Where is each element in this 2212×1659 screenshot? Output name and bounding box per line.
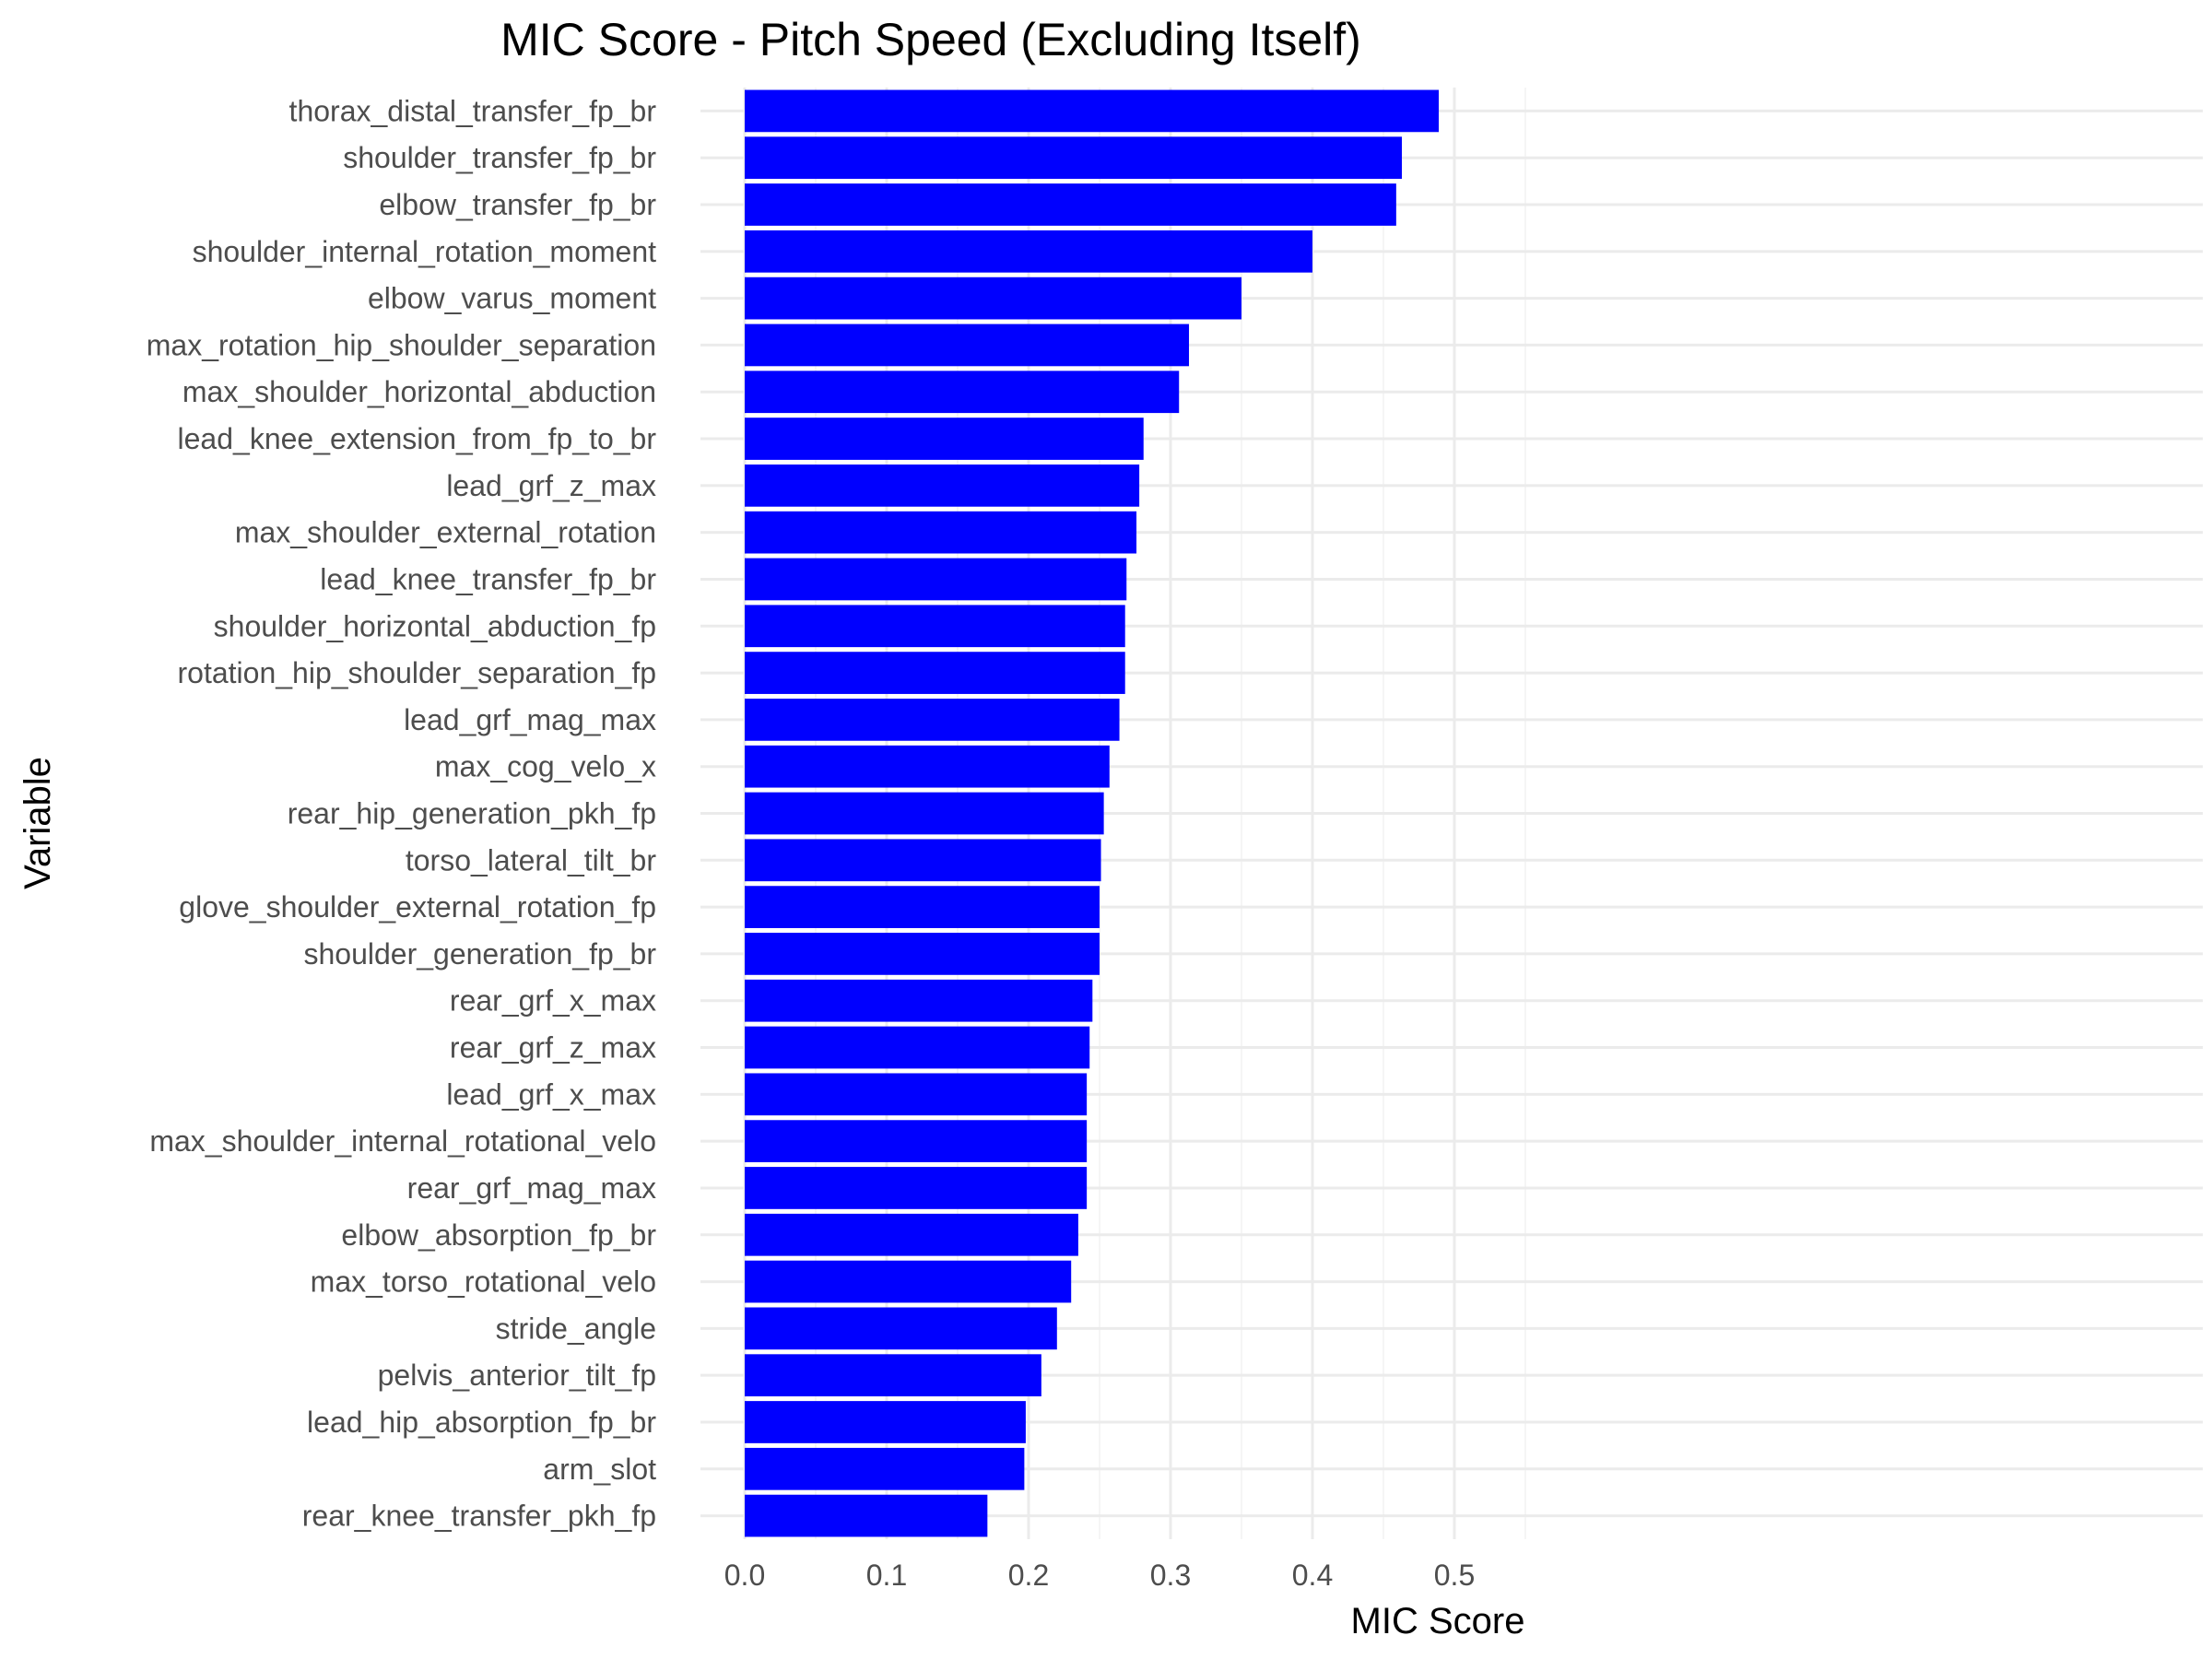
y-tick-label: pelvis_anterior_tilt_fp [378,1359,656,1392]
bar [745,89,1440,133]
y-tick-label: shoulder_generation_fp_br [303,937,656,971]
y-tick-label: rotation_hip_shoulder_separation_fp [178,656,657,689]
y-tick-label: lead_grf_mag_max [404,703,656,736]
x-tick-label: 0.2 [1008,1559,1049,1592]
bar [745,371,1180,414]
bar [745,558,1127,601]
bar [745,1073,1088,1116]
bar [745,1447,1025,1490]
bar [745,1120,1088,1163]
bar [745,136,1403,180]
y-tick-label: elbow_varus_moment [368,282,656,315]
bar [745,464,1140,507]
y-tick-label: elbow_absorption_fp_br [341,1218,656,1252]
bar [745,605,1125,648]
bar [745,1260,1072,1303]
bar [745,418,1144,460]
bar [745,1167,1088,1209]
y-tick-label: max_shoulder_horizontal_abduction [182,375,656,408]
y-axis-title: Variable [18,757,58,889]
bar [745,229,1312,273]
bar [745,1494,988,1537]
y-tick-label: rear_knee_transfer_pkh_fp [302,1500,656,1533]
bar [745,1026,1090,1069]
bar [745,699,1120,741]
x-tick-label: 0.1 [866,1559,907,1592]
x-tick-labels: 0.0 0.1 0.2 0.3 0.4 0.5 [724,1559,1475,1592]
y-tick-label: rear_hip_generation_pkh_fp [288,797,656,830]
y-tick-label: shoulder_transfer_fp_br [343,141,656,174]
y-tick-label: rear_grf_z_max [450,1031,656,1065]
y-tick-labels: thorax_distal_transfer_fp_br shoulder_tra… [147,94,657,1532]
x-tick-label: 0.3 [1150,1559,1191,1592]
bar [745,1307,1057,1350]
y-tick-label: arm_slot [543,1453,656,1486]
bar [745,933,1100,975]
bar [745,652,1125,694]
grid [700,88,2203,1539]
y-tick-label: rear_grf_mag_max [407,1171,656,1205]
y-tick-label: rear_grf_x_max [450,984,656,1018]
bar [745,511,1137,554]
y-tick-label: lead_knee_extension_from_fp_to_br [178,422,657,455]
y-tick-label: thorax_distal_transfer_fp_br [289,94,657,127]
x-axis-title: MIC Score [1351,1601,1525,1641]
bar [745,792,1104,835]
bar [745,839,1101,882]
y-tick-label: shoulder_horizontal_abduction_fp [214,609,656,642]
x-tick-label: 0.0 [724,1559,765,1592]
bar [745,886,1100,928]
bar [745,183,1396,226]
y-tick-label: max_shoulder_internal_rotational_velo [149,1124,656,1158]
bar [745,324,1190,367]
bar [745,745,1110,788]
y-tick-label: stride_angle [496,1312,656,1345]
y-tick-label: max_cog_velo_x [435,750,656,783]
y-tick-label: max_shoulder_external_rotation [235,516,656,549]
y-tick-label: elbow_transfer_fp_br [379,188,656,221]
x-tick-label: 0.4 [1292,1559,1333,1592]
bar [745,979,1093,1022]
bar [745,1213,1078,1256]
x-tick-label: 0.5 [1434,1559,1475,1592]
bar [745,1354,1041,1397]
y-tick-label: torso_lateral_tilt_br [406,843,656,877]
bar [745,1401,1026,1443]
chart-title: MIC Score - Pitch Speed (Excluding Itsel… [500,14,1361,65]
y-tick-label: lead_hip_absorption_fp_br [307,1406,656,1439]
y-tick-label: glove_shoulder_external_rotation_fp [179,890,656,924]
y-tick-label: max_rotation_hip_shoulder_separation [147,328,656,361]
y-tick-label: lead_knee_transfer_fp_br [320,562,656,595]
bar [745,276,1241,320]
y-tick-label: lead_grf_z_max [446,469,656,502]
y-tick-label: lead_grf_x_max [446,1077,656,1111]
y-tick-label: max_torso_rotational_velo [311,1265,656,1299]
y-tick-label: shoulder_internal_rotation_moment [193,235,657,268]
bars [745,89,1440,1537]
